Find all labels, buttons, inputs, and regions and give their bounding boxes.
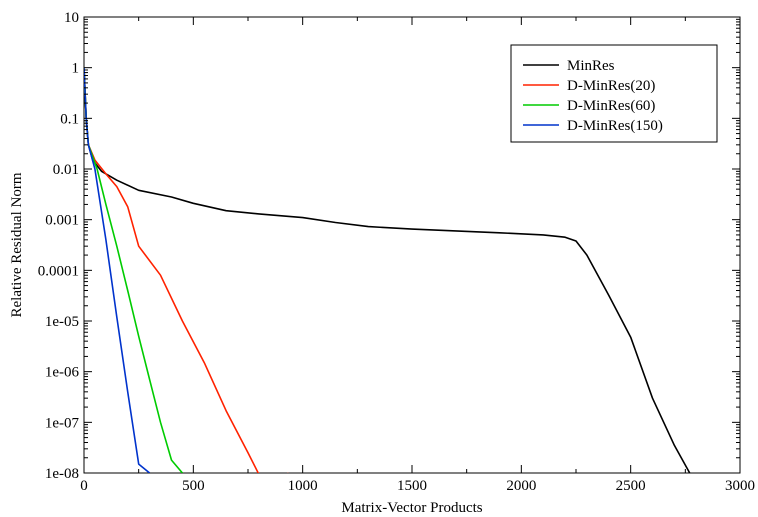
y-tick-label: 1e-05 bbox=[45, 314, 79, 330]
y-tick-label: 1e-08 bbox=[45, 466, 79, 482]
x-tick-label: 1000 bbox=[288, 478, 318, 494]
x-tick-label: 2000 bbox=[506, 478, 536, 494]
y-tick-label: 1e-07 bbox=[45, 415, 80, 431]
y-tick-label: 1 bbox=[72, 61, 80, 77]
y-tick-label: 0.01 bbox=[53, 162, 79, 178]
y-tick-label: 0.001 bbox=[45, 213, 79, 229]
legend-entry: MinRes bbox=[567, 58, 615, 74]
y-tick-label: 1e-06 bbox=[45, 365, 80, 381]
x-tick-label: 3000 bbox=[725, 478, 755, 494]
legend-entry: D-MinRes(150) bbox=[567, 118, 663, 134]
x-tick-label: 500 bbox=[182, 478, 205, 494]
legend-entry: D-MinRes(20) bbox=[567, 78, 655, 94]
legend: MinRes D-MinRes(20) D-MinRes(60) D-MinRes(1… bbox=[510, 44, 718, 143]
x-tick-label: 1500 bbox=[397, 478, 427, 494]
series-line-d-minres-20 bbox=[84, 67, 289, 473]
legend-entry: D-MinRes(60) bbox=[567, 98, 655, 114]
x-tick-label: 0 bbox=[80, 478, 88, 494]
ticks-layer: 0 500 1000 1500 2000 2500 3000 10 1 0.1 0.01 0.001 0… bbox=[38, 10, 755, 494]
y-tick-label: 0.1 bbox=[60, 111, 79, 127]
series-line-d-minres-150 bbox=[84, 67, 151, 473]
y-axis-label: Relative Residual Norm bbox=[9, 172, 25, 317]
y-tick-label: 10 bbox=[64, 10, 79, 26]
x-tick-label: 2500 bbox=[616, 478, 646, 494]
series-layer bbox=[84, 67, 691, 473]
x-axis-label: Matrix-Vector Products bbox=[341, 500, 482, 516]
y-tick-label: 0.0001 bbox=[38, 263, 79, 279]
legend-box bbox=[510, 44, 718, 143]
series-line-d-minres-60 bbox=[84, 67, 184, 473]
